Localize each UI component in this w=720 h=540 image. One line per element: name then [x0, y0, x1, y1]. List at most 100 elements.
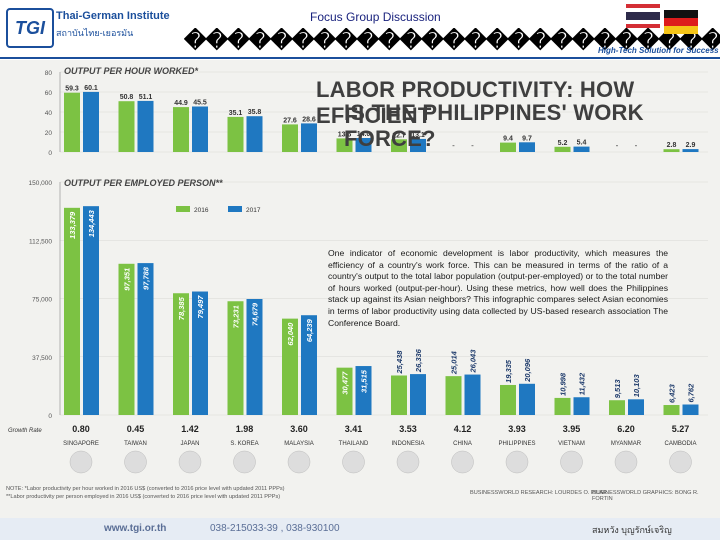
bar-hour-2016: [391, 139, 407, 152]
bar-person-2017: [410, 374, 426, 415]
growth-rate-value: 3.95: [563, 424, 581, 434]
bar-person-2016: [282, 318, 298, 415]
garbled-title: ������������������������������������: [184, 28, 720, 53]
growth-rate-value: 3.53: [399, 424, 417, 434]
country-label: INDONESIA: [391, 441, 424, 447]
tgi-logo: TGI: [6, 8, 54, 48]
data-label-person: 6,762: [687, 383, 696, 403]
bar-hour-2016: [663, 149, 680, 152]
bar-person-2016: [227, 301, 244, 415]
country-label: MALAYSIA: [284, 441, 314, 447]
growth-rate-value: 0.45: [127, 424, 145, 434]
bar-hour-2017: [246, 116, 263, 152]
bar-hour-2016: [227, 116, 244, 152]
growth-rate-value: 0.80: [72, 424, 90, 434]
bar-person-2017: [682, 404, 699, 415]
slide-title: Focus Group Discussion: [310, 10, 441, 24]
bar-hour-2017: [301, 123, 317, 152]
institute-name: Thai-German Institute: [56, 10, 170, 22]
country-flag-icon: [396, 450, 420, 474]
data-label-person: 25,438: [395, 350, 404, 375]
data-label-person: 62,040: [286, 322, 295, 346]
data-label-person: 10,998: [559, 372, 568, 396]
bar-hour-2017: [137, 100, 154, 152]
country-label: TAIWAN: [124, 441, 147, 447]
section-title-per-hour: OUTPUT PER HOUR WORKED*: [64, 66, 199, 76]
infographic-panel: 0 20 40 60 80 59.3 60.1 50.8 51.1 44.9 45.5 35.1 35.…: [0, 60, 720, 518]
tagline: High-Tech Solution for Success: [598, 46, 719, 55]
data-label-person: 64,239: [305, 318, 314, 342]
legend-label-2017: 2017: [246, 207, 261, 214]
data-label-hour: 13.1: [411, 132, 425, 139]
country-flag-icon: [614, 450, 638, 474]
country-label: PHILIPPINES: [498, 441, 535, 447]
growth-rate-value: 4.12: [454, 424, 472, 434]
bar-person-2016: [391, 375, 407, 415]
country-flag-icon: [451, 450, 474, 474]
data-label-hour: 14.0: [357, 131, 371, 138]
data-label-hour: 35.8: [248, 109, 262, 116]
y-tick-label: 40: [45, 110, 53, 117]
data-label-person: 25,014: [450, 350, 459, 375]
bar-hour-2016: [336, 138, 353, 152]
data-label-person: 20,096: [523, 358, 532, 383]
country-flag-icon: [69, 450, 93, 474]
data-label-person: 9,513: [613, 379, 622, 399]
bar-hour-2017: [519, 142, 535, 152]
section-title-per-person: OUTPUT PER EMPLOYED PERSON**: [64, 178, 223, 188]
data-label-person: 26,336: [414, 348, 423, 373]
footer-url[interactable]: www.tgi.or.th: [104, 523, 167, 534]
country-label: CHINA: [453, 441, 472, 447]
data-label-person: 74,679: [251, 302, 260, 326]
y-tick-label: 80: [45, 70, 53, 77]
data-label-hour: 28.6: [302, 116, 316, 123]
bar-hour-2016: [118, 101, 135, 152]
data-label-hour: 50.8: [120, 94, 134, 101]
data-label-person: 11,432: [578, 372, 587, 395]
growth-rate-value: 3.60: [290, 424, 308, 434]
data-label-hour: 5.2: [558, 140, 568, 147]
data-label-person: 30,477: [341, 371, 350, 395]
bar-person-2016: [663, 405, 680, 415]
growth-rate-label: Growth Rate: [8, 428, 42, 434]
country-label: THAILAND: [339, 441, 369, 447]
data-label-hour: 9.7: [522, 135, 532, 142]
bar-hour-2017: [573, 146, 590, 152]
legend-swatch-2016: [176, 206, 190, 212]
country-flag-icon: [287, 450, 311, 474]
data-label-person: 19,335: [504, 359, 513, 383]
growth-rate-value: 6.20: [617, 424, 635, 434]
data-label-hour: 12.7: [392, 132, 406, 139]
data-label-hour: 13.6: [338, 131, 352, 138]
legend-label-2016: 2016: [194, 207, 209, 214]
bar-hour-2016: [500, 142, 516, 152]
bar-person-2016: [64, 207, 80, 415]
growth-rate-value: 3.93: [508, 424, 526, 434]
footnote-1: NOTE: *Labor productivity per hour worke…: [6, 486, 285, 492]
data-label-hour: 60.1: [84, 85, 98, 92]
growth-rate-value: 3.41: [345, 424, 363, 434]
y-tick-label: 150,000: [29, 180, 53, 187]
bar-person-2016: [445, 376, 462, 415]
country-label: SINGAPORE: [63, 441, 99, 447]
data-label-hour: -: [616, 141, 619, 150]
bar-person-2016: [118, 263, 135, 415]
data-label-person: 73,231: [232, 305, 241, 328]
data-label-person: 78,385: [177, 296, 186, 320]
country-flag-icon: [505, 450, 529, 474]
credit-research: BUSINESSWORLD RESEARCH: LOURDES O. PILAR: [470, 490, 608, 496]
data-label-person: 6,423: [668, 383, 677, 403]
bar-person-2017: [192, 291, 208, 415]
y-tick-label: 112,500: [29, 238, 52, 245]
y-tick-label: 0: [48, 150, 52, 157]
intro-paragraph: One indicator of economic development is…: [328, 248, 668, 328]
header-divider: [0, 57, 720, 59]
slide-header: TGI Thai-German Institute สถาบันไทย-เยอร…: [0, 0, 720, 60]
data-label-hour: 9.4: [503, 136, 513, 143]
data-label-hour: 44.9: [174, 100, 188, 107]
country-label: JAPAN: [181, 441, 200, 447]
data-label-hour: 5.4: [577, 140, 587, 147]
country-label: VIETNAM: [558, 441, 585, 447]
data-label-hour: 2.9: [686, 142, 696, 149]
country-flag-icon: [669, 450, 692, 474]
